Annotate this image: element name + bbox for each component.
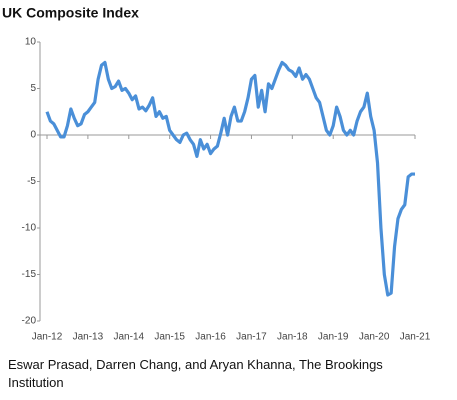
x-tick-label: Jan-15 — [154, 332, 185, 343]
y-tick-label: -20 — [22, 316, 37, 327]
x-tick-label: Jan-14 — [113, 332, 144, 343]
x-tick-label: Jan-12 — [32, 332, 63, 343]
y-tick-label: 0 — [30, 130, 36, 141]
source: Eswar Prasad, Darren Chang, and Aryan Kh… — [8, 357, 383, 390]
x-tick-label: Jan-20 — [359, 332, 390, 343]
chart-title: UK Composite Index — [2, 5, 139, 21]
x-tick-label: Jan-16 — [195, 332, 226, 343]
x-tick-label: Jan-21 — [400, 332, 431, 343]
x-tick-label: Jan-17 — [236, 332, 267, 343]
x-tick-label: Jan-13 — [73, 332, 104, 343]
x-tick-label: Jan-19 — [318, 332, 349, 343]
chart: UK Composite Index -20 -15 -10 -5 0 5 10 Jan-12… — [2, 5, 431, 343]
y-tick-label: -10 — [22, 223, 37, 234]
y-tick-label: 5 — [30, 83, 36, 94]
line-series — [45, 60, 415, 297]
y-tick-label: -15 — [22, 269, 37, 280]
x-tick-label: Jan-18 — [277, 332, 308, 343]
y-tick-label: 10 — [25, 37, 37, 48]
y-tick-label: -5 — [27, 176, 36, 187]
